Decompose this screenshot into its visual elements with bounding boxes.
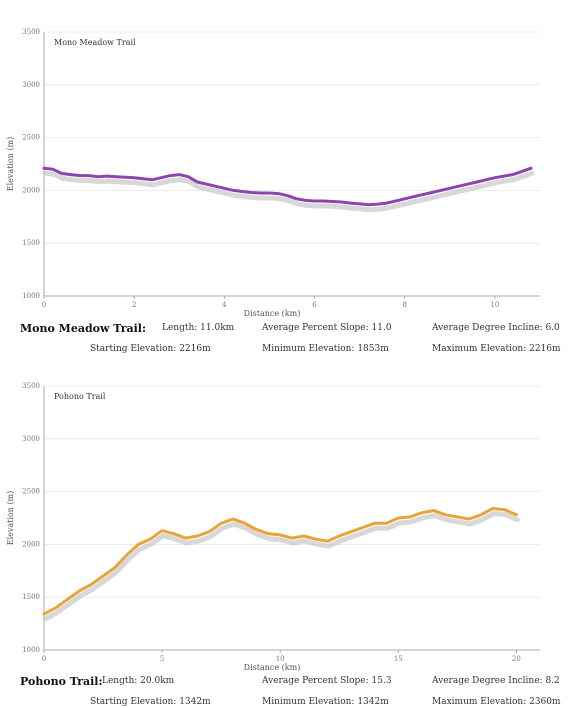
x-tick-label: 15 <box>394 655 403 663</box>
y-tick-label: 1000 <box>22 646 40 654</box>
x-tick-label: 2 <box>132 301 136 309</box>
y-tick-label: 3500 <box>22 28 40 36</box>
y-axis-label: Elevation (m) <box>6 491 15 546</box>
x-tick-label: 8 <box>402 301 406 309</box>
stats-max: Maximum Elevation: 2216m <box>432 344 561 354</box>
x-tick-label: 5 <box>160 655 164 663</box>
x-tick-label: 10 <box>490 301 499 309</box>
series-line <box>42 507 518 616</box>
stats-trail-name: Pohono Trail: <box>20 675 103 688</box>
x-axis-label: Distance (km) <box>244 663 301 672</box>
y-tick-label: 2000 <box>22 186 40 194</box>
y-tick-label: 1000 <box>22 292 40 300</box>
y-tick-label: 3500 <box>22 382 40 390</box>
chart-title: Pohono Trail <box>54 392 106 401</box>
stats-trail-name: Mono Meadow Trail: <box>20 322 147 335</box>
x-tick-label: 0 <box>42 655 46 663</box>
x-axis-label: Distance (km) <box>244 309 301 318</box>
pohono-chart: 1000 1500 2000 2500 3000 3500 0 5 10 15 20 Distance… <box>6 382 540 672</box>
stats-start: Starting Elevation: 2216m <box>90 344 211 354</box>
y-tick-label: 2500 <box>22 134 40 142</box>
stats-incline: Average Degree Incline: 6.0 <box>432 323 560 333</box>
series-line-shadow <box>42 170 535 213</box>
stats-min: Minimum Elevation: 1342m <box>262 697 389 707</box>
stats-min: Minimum Elevation: 1853m <box>262 344 389 354</box>
x-tick-label: 4 <box>222 301 227 309</box>
y-tick-label: 1500 <box>22 239 40 247</box>
y-tick-label: 2500 <box>22 488 40 496</box>
stats-max: Maximum Elevation: 2360m <box>432 697 561 707</box>
x-tick-label: 0 <box>42 301 46 309</box>
series-line-shadow <box>42 511 520 622</box>
stats-incline: Average Degree Incline: 8.2 <box>432 676 560 686</box>
stats-length: Length: 11.0km <box>162 323 235 333</box>
x-tick-label: 6 <box>312 301 317 309</box>
mono-meadow-panel: 1000 1500 2000 2500 3000 3500 0 2 4 6 8 10 Distance … <box>6 28 561 354</box>
y-tick-label: 3000 <box>22 81 40 89</box>
stats-slope: Average Percent Slope: 15.3 <box>262 676 392 686</box>
x-tick-label: 10 <box>276 655 285 663</box>
x-tick-label: 20 <box>512 655 521 663</box>
y-tick-label: 1500 <box>22 593 40 601</box>
chart-title: Mono Meadow Trail <box>54 38 136 47</box>
pohono-panel: 1000 1500 2000 2500 3000 3500 0 5 10 15 20 Distance… <box>0 354 578 708</box>
mono-meadow-chart: 1000 1500 2000 2500 3000 3500 0 2 4 6 8 10 Distance … <box>6 28 540 318</box>
y-axis-label: Elevation (m) <box>6 137 15 192</box>
y-tick-label: 2000 <box>22 540 40 548</box>
series-line <box>42 166 533 207</box>
stats-slope: Average Percent Slope: 11.0 <box>262 323 392 333</box>
y-tick-label: 3000 <box>22 435 40 443</box>
stats-length: Length: 20.0km <box>102 676 175 686</box>
stats-start: Starting Elevation: 1342m <box>90 697 211 707</box>
